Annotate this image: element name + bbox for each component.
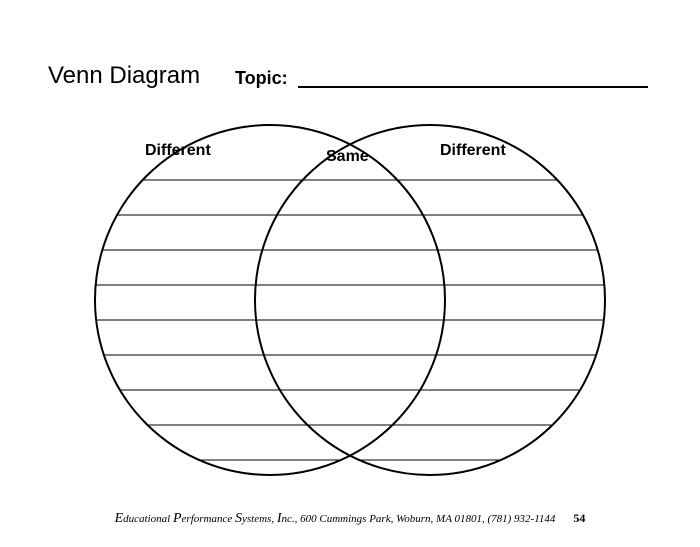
worksheet-page: Venn Diagram Topic: Different Same Diffe… [0, 0, 700, 547]
footer-company-P: P [173, 511, 182, 526]
footer-text-3: ystems, [242, 513, 277, 525]
footer-text-4: nc., 600 Cummings Park, Woburn, MA 01801… [282, 513, 556, 525]
footer-company-S: S [235, 511, 242, 526]
left-region-label: Different [145, 142, 211, 160]
page-title: Venn Diagram [48, 62, 200, 90]
left-circle [95, 125, 445, 475]
center-region-label: Same [326, 148, 369, 166]
footer: Educational Performance Systems, Inc., 6… [0, 511, 700, 527]
right-circle [255, 125, 605, 475]
footer-text-2: erformance [182, 513, 235, 525]
page-number: 54 [573, 511, 585, 525]
venn-diagram [70, 110, 630, 495]
venn-svg [70, 110, 630, 490]
footer-company-E: E [115, 511, 124, 526]
right-region-label: Different [440, 142, 506, 160]
footer-text-1: ducational [123, 513, 173, 525]
topic-input-line[interactable] [298, 86, 648, 88]
topic-label: Topic: [235, 68, 288, 89]
